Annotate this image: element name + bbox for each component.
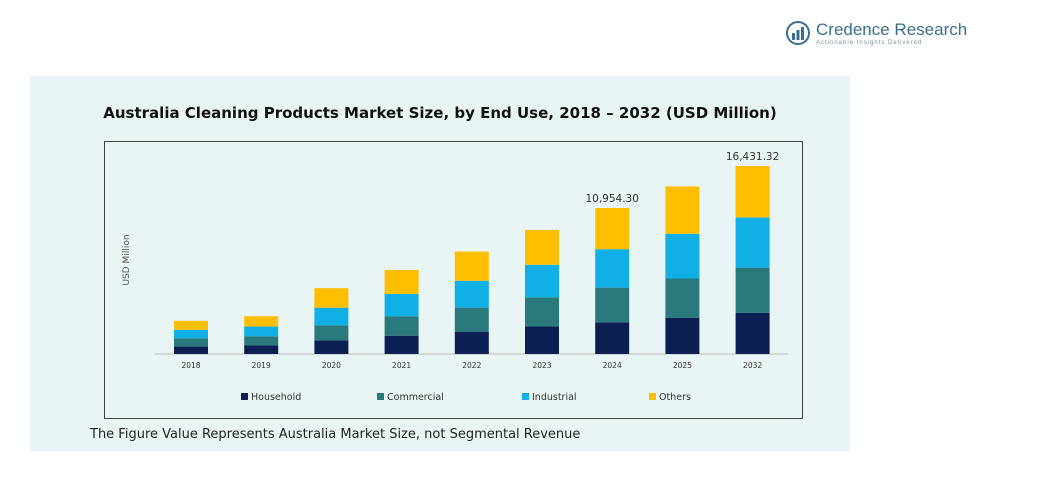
chart-frame: USD Million 2018 2019 2020 2021 2022 2023 2024 2… (104, 141, 803, 419)
legend-swatch-household (241, 393, 248, 400)
bar-commercial-2023 (525, 297, 559, 327)
bar-household-2024 (595, 322, 630, 354)
bar-others-2020 (314, 288, 349, 308)
data-label-2024: 10,954.30 (585, 193, 638, 205)
bar-commercial-2020 (314, 325, 349, 341)
bar-household-2023 (525, 326, 559, 354)
bar-household-2025 (665, 317, 700, 354)
x-tick-label-2032: 2032 (743, 361, 762, 370)
bar-industrial-2018 (174, 329, 208, 339)
x-tick-label-2023: 2023 (532, 361, 551, 370)
bar-industrial-2023 (525, 264, 559, 298)
bar-others-2032 (735, 166, 770, 218)
bar-household-2018 (174, 346, 208, 354)
bar-industrial-2025 (665, 233, 700, 279)
legend-label-others: Others (659, 392, 691, 403)
bar-others-2025 (665, 186, 700, 234)
bar-commercial-2032 (735, 267, 770, 313)
chart-panel: Australia Cleaning Products Market Size,… (30, 76, 850, 451)
bar-chart-logo-icon (786, 21, 810, 45)
stacked-bar-chart: USD Million 2018 2019 2020 2021 2022 2023 2024 2… (122, 151, 788, 403)
x-tick-label-2022: 2022 (462, 361, 481, 370)
bar-commercial-2022 (454, 307, 489, 332)
brand-tagline: Actionable Insights Delivered (816, 39, 923, 46)
brand-logo[interactable]: Credence Research Actionable Insights De… (786, 18, 967, 48)
bar-commercial-2018 (174, 338, 208, 347)
bar-others-2019 (244, 316, 279, 327)
x-tick-label-2018: 2018 (181, 361, 200, 370)
bar-others-2023 (525, 229, 559, 265)
x-tick-label-2020: 2020 (322, 361, 341, 370)
bar-others-2018 (174, 320, 208, 330)
bar-household-2021 (384, 335, 419, 354)
footnote: The Figure Value Represents Australia Ma… (90, 427, 581, 442)
bar-industrial-2020 (314, 307, 349, 326)
brand-name: Credence Research (816, 19, 968, 39)
bar-commercial-2019 (244, 336, 279, 346)
x-tick-label-2019: 2019 (252, 361, 271, 370)
bar-commercial-2021 (384, 316, 419, 336)
y-axis-label: USD Million (122, 234, 132, 285)
legend-label-household: Household (251, 392, 301, 403)
x-tick-label-2021: 2021 (392, 361, 411, 370)
bar-industrial-2022 (454, 280, 489, 308)
bar-household-2019 (244, 345, 279, 354)
bar-industrial-2032 (735, 217, 770, 268)
bar-household-2032 (735, 312, 770, 354)
chart-title: Australia Cleaning Products Market Size,… (103, 104, 777, 122)
bar-commercial-2025 (665, 278, 700, 318)
legend-label-commercial: Commercial (387, 392, 444, 403)
bar-household-2022 (454, 331, 489, 354)
data-label-2032: 16,431.32 (726, 151, 779, 163)
legend-swatch-others (649, 393, 656, 400)
bar-others-2024 (595, 208, 630, 250)
x-tick-label-2024: 2024 (603, 361, 622, 370)
bar-others-2021 (384, 269, 419, 294)
bar-industrial-2024 (595, 249, 630, 288)
legend-swatch-commercial (377, 393, 384, 400)
x-tick-label-2025: 2025 (673, 361, 692, 370)
bar-commercial-2024 (595, 287, 630, 323)
bar-industrial-2021 (384, 293, 419, 317)
bar-household-2020 (314, 340, 349, 354)
legend-swatch-industrial (522, 393, 529, 400)
legend-label-industrial: Industrial (532, 392, 577, 403)
bar-industrial-2019 (244, 326, 279, 337)
bar-others-2022 (454, 251, 489, 281)
